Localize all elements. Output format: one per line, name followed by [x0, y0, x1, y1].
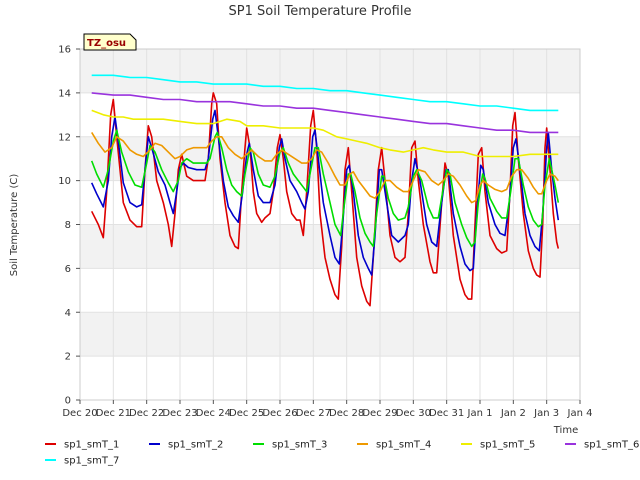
x-tick-label: Jan 2 [500, 408, 526, 419]
plot-band [80, 312, 580, 357]
x-tick-label: Dec 23 [162, 408, 197, 419]
y-tick-label: 12 [58, 132, 71, 143]
site-tag-box [83, 33, 137, 51]
legend: sp1_smT_1 sp1_smT_2 sp1_smT_3 sp1_smT_4 sp1_… [45, 440, 639, 467]
x-tick-label: Dec 20 [62, 408, 97, 419]
x-tick-label: Dec 28 [329, 408, 364, 419]
y-tick-label: 8 [65, 220, 71, 231]
series-line-sp1_smT_1 [90, 92, 560, 307]
series-line-sp1_smT_4 [91, 131, 559, 204]
legend-label: sp1_smT_5 [480, 440, 535, 451]
x-tick-label: Dec 30 [396, 408, 431, 419]
series-line-sp1_smT_3 [90, 129, 560, 248]
legend-label: sp1_smT_4 [376, 440, 431, 451]
legend-label: sp1_smT_6 [584, 440, 639, 451]
site-tag: TZ_osu [83, 33, 137, 51]
y-tick-label: 10 [58, 176, 71, 187]
x-tick-label: Dec 29 [362, 408, 397, 419]
legend-label: sp1_smT_3 [272, 440, 327, 451]
site-tag-label: TZ_osu [87, 38, 126, 49]
legend-label: sp1_smT_1 [64, 440, 119, 451]
y-tick-label: 4 [65, 308, 71, 319]
series-line-sp1_smT_6 [91, 92, 559, 134]
y-tick-label: 0 [65, 396, 71, 407]
x-tick-label: Jan 3 [533, 408, 559, 419]
series-line-sp1_smT_7 [91, 74, 559, 112]
series-line-sp1_smT_5 [91, 109, 559, 158]
x-tick-label: Dec 22 [129, 408, 164, 419]
x-tick-label: Dec 26 [262, 408, 297, 419]
x-tick-label: Dec 25 [229, 408, 264, 419]
x-axis-label: Time [553, 425, 578, 436]
x-tick-label: Jan 4 [567, 408, 593, 419]
plot-band [80, 49, 580, 93]
y-axis-label: Soil Temperature (C) [9, 174, 20, 277]
x-tick-label: Dec 21 [96, 408, 131, 419]
y-tick-label: 14 [58, 88, 71, 99]
y-tick-label: 6 [65, 264, 71, 275]
legend-label: sp1_smT_7 [64, 456, 119, 467]
y-tick-label: 2 [65, 352, 71, 363]
legend-label: sp1_smT_2 [168, 440, 223, 451]
x-tick-label: Dec 31 [429, 408, 464, 419]
chart-title: SP1 Soil Temperature Profile [229, 4, 412, 19]
y-axis-ticks: 0 2 4 6 8 10 12 14 16 [58, 45, 80, 407]
x-tick-label: Dec 27 [296, 408, 331, 419]
x-tick-label: Dec 24 [196, 408, 231, 419]
x-tick-label: Jan 1 [467, 408, 493, 419]
series-line-sp1_smT_2 [90, 109, 560, 276]
y-tick-label: 16 [58, 45, 71, 56]
series-lines [90, 74, 560, 307]
